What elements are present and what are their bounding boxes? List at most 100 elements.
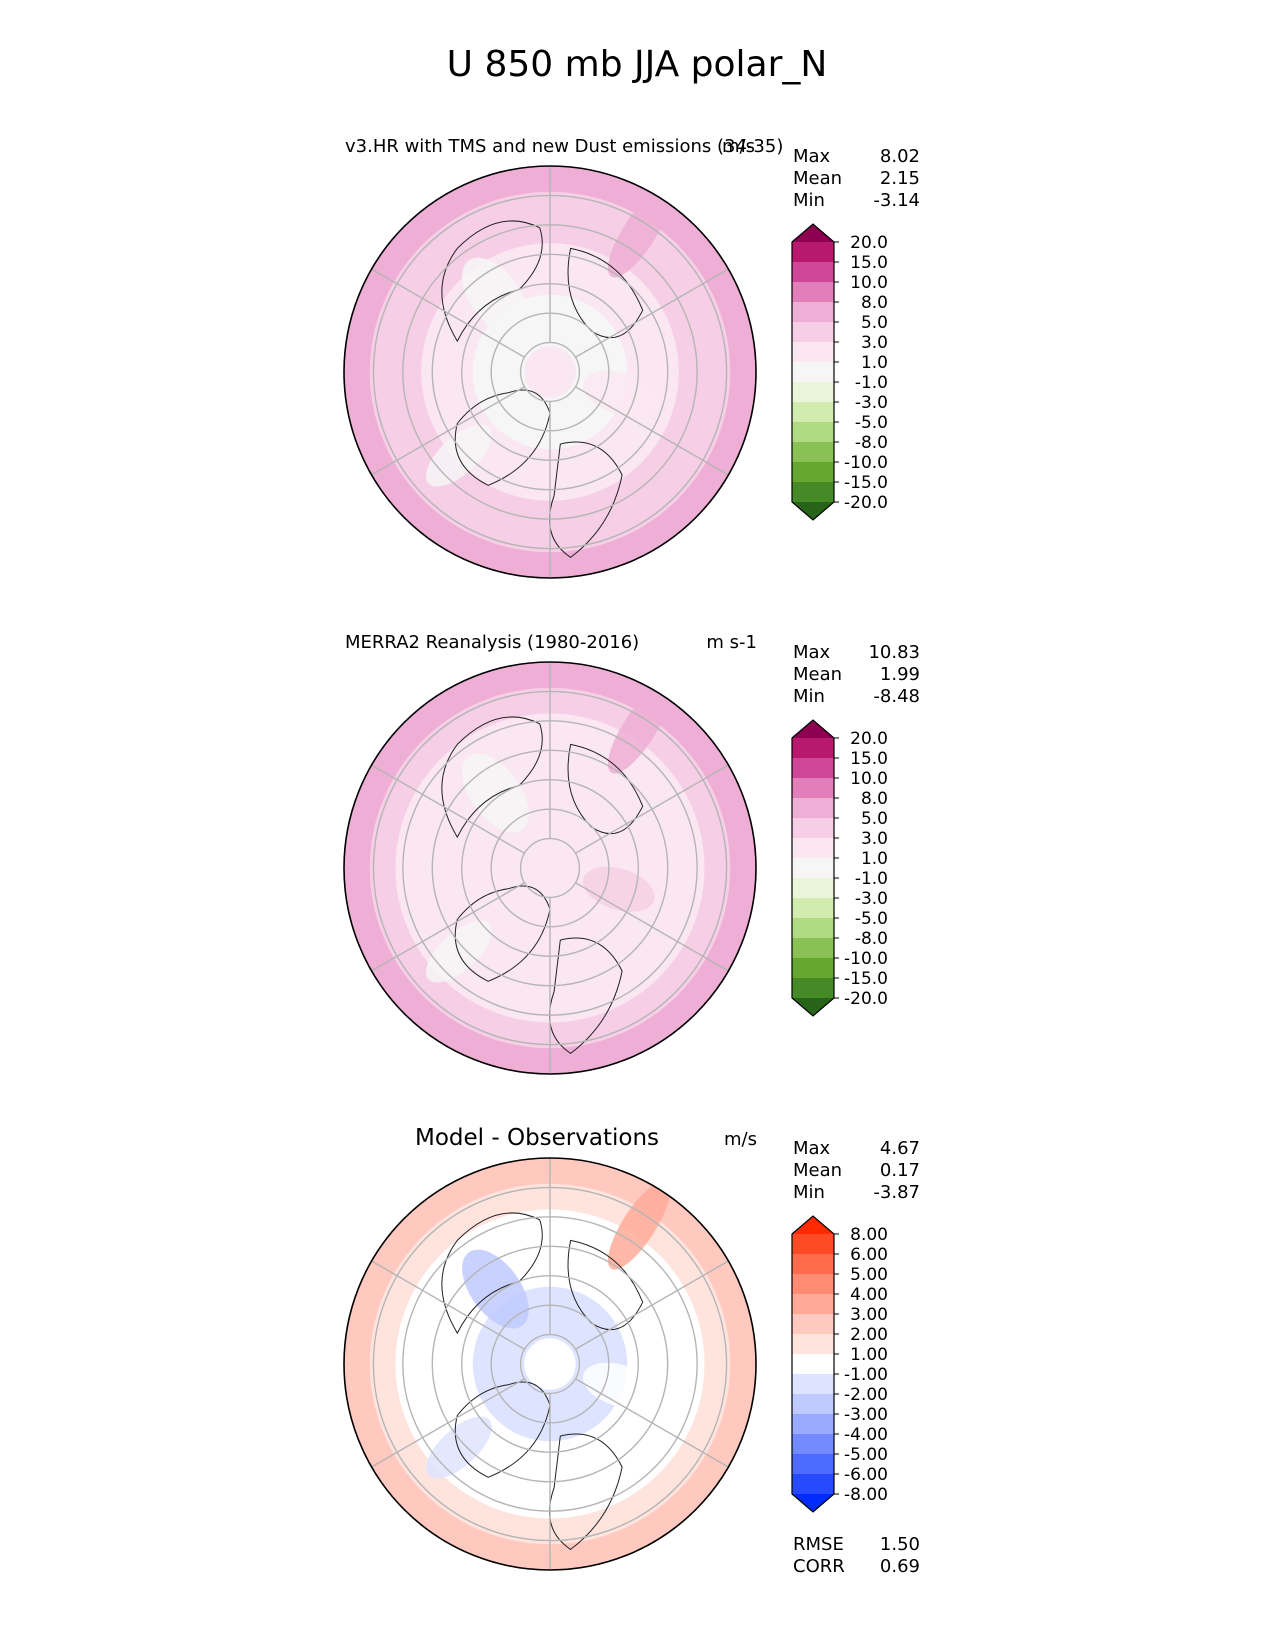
stat-max-value: 10.83 [868, 642, 920, 663]
colorbar-tick-label: -5.00 [844, 1445, 888, 1465]
colorbar-swatch [792, 1274, 834, 1295]
coastline [454, 1381, 551, 1478]
panel-difference: Model - Observations m/s Max 4.67 Mean 0… [343, 1125, 920, 1577]
polar-map [343, 1157, 757, 1571]
colorbar-swatch [792, 322, 834, 343]
meridian-line [575, 1378, 729, 1468]
stat-mean-value: 0.17 [880, 1160, 920, 1181]
rmse-label: RMSE [793, 1534, 844, 1555]
polar-map [343, 165, 757, 579]
stat-mean-label: Mean [793, 168, 842, 189]
stat-mean-value: 1.99 [880, 664, 920, 685]
stat-min-label: Min [793, 190, 825, 211]
polar-map [343, 661, 757, 1075]
coastline [567, 743, 644, 835]
colorbar-tick-label: 5.0 [861, 809, 888, 829]
colorbar-extend-min [792, 998, 834, 1016]
meridian-line [371, 268, 525, 358]
colorbar-swatch [792, 918, 834, 939]
panel-model: v3.HR with TMS and new Dust emissions (3… [343, 136, 920, 579]
colorbar-swatch [792, 858, 834, 879]
contour-blob [582, 1362, 655, 1408]
stat-max-value: 4.67 [880, 1138, 920, 1159]
panel-observations: MERRA2 Reanalysis (1980-2016) m s-1 Max … [343, 632, 920, 1075]
colorbar-swatch [792, 758, 834, 779]
coastline [454, 885, 551, 982]
meridian-line [371, 764, 525, 854]
map-boundary [343, 661, 757, 1075]
colorbar-swatch [792, 978, 834, 999]
colorbar-tick-label: -20.0 [844, 989, 888, 1009]
graticule [371, 662, 729, 1074]
contour-blob [462, 753, 529, 833]
contour-band [524, 842, 576, 894]
contour-blob [607, 685, 671, 774]
colorbar-swatch [792, 1314, 834, 1335]
stat-min-value: -8.48 [873, 686, 920, 707]
colorbar-swatch [792, 938, 834, 959]
colorbar-tick-label: -5.0 [855, 909, 888, 929]
meridian-line [371, 1260, 525, 1350]
colorbar-tick-label: -3.0 [855, 889, 888, 909]
colorbar-tick-label: -8.00 [844, 1485, 888, 1505]
colorbar-swatch [792, 1474, 834, 1495]
colorbar-tick-label: 8.0 [861, 293, 888, 313]
panel-units: m/s [722, 136, 755, 157]
colorbar-tick-label: 6.00 [850, 1245, 888, 1265]
stat-max-label: Max [793, 146, 831, 167]
panel-title: MERRA2 Reanalysis (1980-2016) [345, 632, 639, 653]
stat-min-label: Min [793, 686, 825, 707]
contour-blob [425, 424, 492, 487]
colorbar-tick-label: -1.0 [855, 869, 888, 889]
figure-title: U 850 mb JJA polar_N [447, 44, 828, 85]
colorbar-tick-label: 1.0 [861, 849, 888, 869]
stat-max-value: 8.02 [880, 146, 920, 167]
colorbar-swatch [792, 442, 834, 463]
contour-band [524, 1338, 576, 1390]
meridian-line [575, 882, 729, 972]
colorbar-swatch [792, 838, 834, 859]
colorbar-tick-label: 1.00 [850, 1345, 888, 1365]
colorbar-tick-label: -15.0 [844, 969, 888, 989]
colorbar: 20.015.010.08.05.03.01.0-1.0-3.0-5.0-8.0… [791, 223, 888, 521]
colorbar-swatch [792, 302, 834, 323]
stat-min-value: -3.14 [873, 190, 920, 211]
map-boundary [343, 1157, 757, 1571]
colorbar-tick-label: -10.0 [844, 453, 888, 473]
meridian-line [371, 882, 525, 972]
colorbar-swatch [792, 242, 834, 263]
colorbar-extend-min [792, 1494, 834, 1512]
colorbar-swatch [792, 262, 834, 283]
colorbar-swatch [792, 1294, 834, 1315]
colorbar-tick-label: -5.0 [855, 413, 888, 433]
stat-mean-value: 2.15 [880, 168, 920, 189]
meridian-line [575, 764, 729, 854]
colorbar-tick-label: 15.0 [850, 749, 888, 769]
contour-blob [462, 257, 529, 337]
colorbar-tick-label: -8.0 [855, 433, 888, 453]
colorbar-swatch [792, 818, 834, 839]
colorbar-tick-label: 5.00 [850, 1265, 888, 1285]
colorbar-swatch [792, 1434, 834, 1455]
colorbar-tick-label: -2.00 [844, 1385, 888, 1405]
colorbar-swatch [792, 1234, 834, 1255]
colorbar-swatch [792, 1254, 834, 1275]
contour-blob [425, 920, 492, 983]
colorbar: 20.015.010.08.05.03.01.0-1.0-3.0-5.0-8.0… [791, 719, 888, 1017]
colorbar-swatch [792, 422, 834, 443]
stat-max-label: Max [793, 1138, 831, 1159]
colorbar-swatch [792, 738, 834, 759]
contour-band [524, 346, 576, 398]
coastline [441, 1212, 543, 1335]
stat-min-value: -3.87 [873, 1182, 920, 1203]
graticule [371, 166, 729, 578]
meridian-line [371, 386, 525, 476]
colorbar-swatch [792, 342, 834, 363]
wind-field [344, 166, 756, 578]
coastline [567, 247, 644, 339]
wind-field [344, 662, 756, 1074]
colorbar-tick-label: -3.0 [855, 393, 888, 413]
colorbar-extend-min [792, 502, 834, 520]
colorbar-tick-label: -15.0 [844, 473, 888, 493]
